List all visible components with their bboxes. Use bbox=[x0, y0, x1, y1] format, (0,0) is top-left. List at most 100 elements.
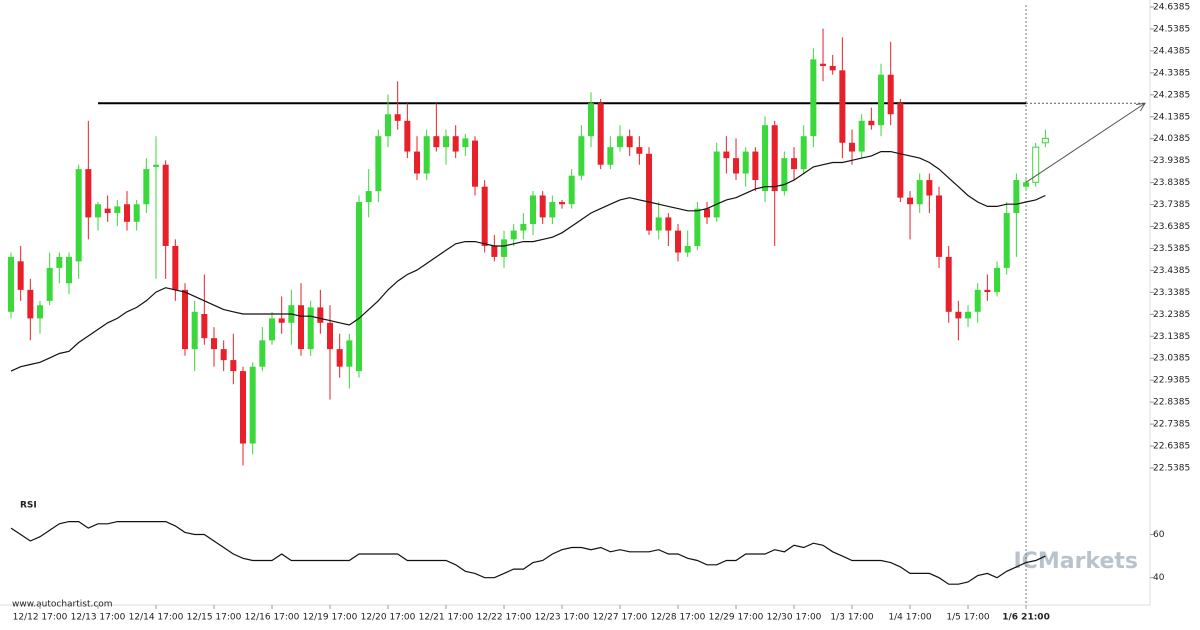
candle-body bbox=[404, 120, 411, 152]
y-tick-label: 23.4385 bbox=[1153, 266, 1190, 276]
candle-body bbox=[114, 206, 121, 214]
x-tick-label: 12/23 17:00 bbox=[535, 613, 590, 623]
candle-body bbox=[549, 202, 556, 218]
candle-body bbox=[201, 314, 208, 339]
candle-body bbox=[230, 360, 237, 372]
x-tick-label: 1/6 21:00 bbox=[1002, 613, 1050, 623]
candle-body bbox=[27, 289, 34, 319]
candle-body bbox=[375, 136, 382, 192]
candle-body bbox=[259, 340, 266, 367]
candle-body bbox=[1013, 180, 1020, 214]
x-tick-label: 1/5 17:00 bbox=[946, 613, 990, 623]
rsi-line bbox=[10, 520, 1046, 585]
rsi-tick-label: 40 bbox=[1153, 573, 1165, 583]
candle-body bbox=[336, 349, 343, 367]
candle-body bbox=[742, 151, 749, 174]
y-tick-label: 22.5385 bbox=[1153, 464, 1190, 474]
candle-body bbox=[626, 136, 633, 148]
x-tick-label: 12/22 17:00 bbox=[477, 613, 532, 623]
candle-body bbox=[1023, 182, 1030, 187]
candle-body bbox=[771, 125, 778, 192]
y-tick-label: 23.2385 bbox=[1153, 310, 1190, 320]
candle-body bbox=[317, 307, 324, 323]
candle-body bbox=[878, 74, 885, 126]
candle-body bbox=[472, 140, 479, 187]
y-tick-label: 24.1385 bbox=[1153, 112, 1190, 122]
candle-body bbox=[162, 164, 169, 246]
forecast-arrow bbox=[1025, 102, 1146, 183]
candle-body bbox=[926, 180, 933, 196]
candle-body bbox=[617, 136, 624, 148]
y-tick-label: 24.4385 bbox=[1153, 46, 1190, 56]
candle-body bbox=[481, 186, 488, 246]
y-tick-label: 22.6385 bbox=[1153, 442, 1190, 452]
rsi-title: RSI bbox=[20, 501, 37, 511]
candle-body bbox=[298, 305, 305, 350]
candle-body bbox=[510, 230, 517, 240]
forecast-arrow-head bbox=[1136, 102, 1146, 112]
watermark: ICMarkets bbox=[1014, 549, 1139, 574]
x-tick-label: 12/16 17:00 bbox=[245, 613, 300, 623]
candle-body bbox=[17, 261, 24, 290]
candle-body bbox=[559, 202, 566, 205]
x-tick-label: 12/19 17:00 bbox=[303, 613, 358, 623]
candle-body bbox=[1032, 146, 1040, 183]
x-tick-label: 1/4 17:00 bbox=[888, 613, 932, 623]
candle-body bbox=[897, 103, 904, 198]
candle-body bbox=[191, 311, 198, 350]
x-tick-label: 12/30 17:00 bbox=[767, 613, 822, 623]
candle-body bbox=[501, 239, 508, 257]
candle-body bbox=[153, 164, 160, 167]
candle-body bbox=[578, 136, 585, 176]
candle-body bbox=[839, 70, 846, 143]
y-tick-label: 23.0385 bbox=[1153, 354, 1190, 364]
candle-body bbox=[800, 136, 807, 170]
candle-body bbox=[655, 217, 662, 231]
y-tick-label: 24.0385 bbox=[1153, 134, 1190, 144]
candle-body bbox=[491, 245, 498, 257]
candle-body bbox=[249, 366, 256, 444]
candle-body bbox=[37, 305, 44, 319]
candle-body bbox=[240, 371, 247, 444]
y-tick-label: 23.5385 bbox=[1153, 244, 1190, 254]
candle-body bbox=[462, 138, 469, 148]
candle-body bbox=[530, 195, 537, 224]
candle-body bbox=[539, 195, 546, 218]
candle-body bbox=[723, 151, 730, 159]
candle-body bbox=[665, 217, 672, 231]
candle-body bbox=[104, 208, 111, 214]
candle-body bbox=[8, 256, 14, 312]
x-tick-label: 12/28 17:00 bbox=[651, 613, 706, 623]
candle-body bbox=[172, 245, 179, 290]
candle-body bbox=[356, 202, 363, 372]
candle-body bbox=[394, 114, 401, 121]
y-tick-label: 23.9385 bbox=[1153, 156, 1190, 166]
candle-body bbox=[66, 256, 73, 284]
candle-body bbox=[887, 74, 894, 115]
candle-body bbox=[588, 103, 595, 137]
y-tick-label: 22.8385 bbox=[1153, 398, 1190, 408]
candle-body bbox=[443, 136, 450, 148]
candle-body bbox=[965, 311, 972, 319]
candle-body bbox=[85, 169, 92, 218]
candle-body bbox=[936, 195, 943, 257]
candle-body bbox=[791, 158, 798, 170]
candle-body bbox=[781, 158, 788, 192]
source: www.autochartist.com bbox=[12, 600, 113, 610]
candle-body bbox=[704, 208, 711, 218]
y-tick-label: 22.9385 bbox=[1153, 376, 1190, 386]
x-tick-label: 12/21 17:00 bbox=[419, 613, 474, 623]
y-tick-label: 24.5385 bbox=[1153, 24, 1190, 34]
candle-body bbox=[56, 256, 63, 268]
x-tick-label: 12/14 17:00 bbox=[129, 613, 184, 623]
candle-body bbox=[307, 307, 314, 350]
x-tick-label: 12/13 17:00 bbox=[71, 613, 126, 623]
candle-body bbox=[346, 340, 353, 367]
y-tick-label: 22.7385 bbox=[1153, 420, 1190, 430]
x-tick-label: 12/20 17:00 bbox=[361, 613, 416, 623]
candle-body bbox=[95, 204, 102, 218]
candle-body bbox=[994, 267, 1001, 293]
candle-body bbox=[907, 197, 914, 205]
candle-body bbox=[597, 103, 604, 165]
